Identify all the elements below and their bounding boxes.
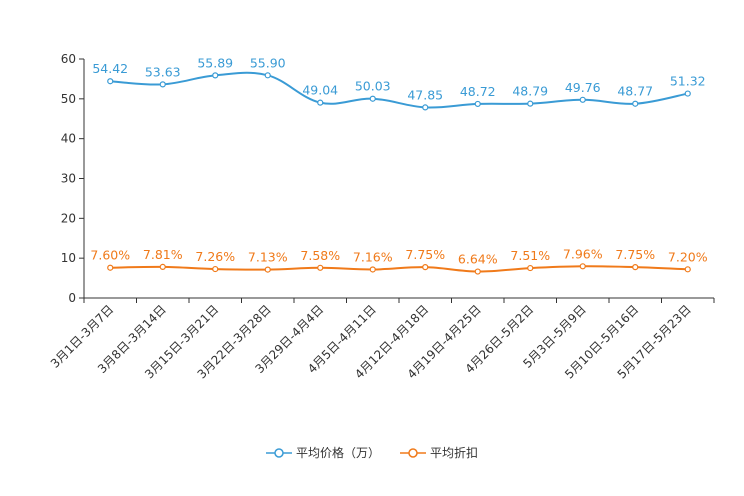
data-point-discount[interactable] xyxy=(107,264,114,271)
legend: 平均价格（万） 平均折扣 xyxy=(0,444,744,461)
data-label-price: 55.90 xyxy=(250,55,286,70)
data-point-price[interactable] xyxy=(369,95,376,102)
legend-label-price: 平均价格（万） xyxy=(295,446,380,460)
data-point-discount[interactable] xyxy=(264,266,271,273)
data-point-price[interactable] xyxy=(474,100,481,108)
data-label-price: 49.04 xyxy=(302,83,338,98)
legend-label-discount: 平均折扣 xyxy=(430,446,479,460)
legend-item-price[interactable]: 平均价格（万） xyxy=(265,444,380,461)
data-label-discount: 7.60% xyxy=(90,248,130,263)
y-tick-label: 50 xyxy=(61,92,76,106)
data-point-discount[interactable] xyxy=(527,264,534,272)
y-tick-label: 20 xyxy=(61,211,76,225)
data-label-discount: 7.96% xyxy=(563,246,603,261)
data-label-price: 47.85 xyxy=(407,87,443,102)
data-point-discount[interactable] xyxy=(422,264,429,271)
data-point-discount[interactable] xyxy=(579,263,586,270)
series-line-discount xyxy=(110,265,688,273)
data-point-price[interactable] xyxy=(317,99,324,106)
data-point-price[interactable] xyxy=(264,72,271,79)
data-label-price: 48.72 xyxy=(460,84,496,99)
y-tick-label: 0 xyxy=(68,291,76,305)
legend-item-discount[interactable]: 平均折扣 xyxy=(400,444,478,461)
data-label-discount: 7.20% xyxy=(668,249,708,264)
data-point-price[interactable] xyxy=(579,96,586,103)
data-point-price[interactable] xyxy=(422,104,429,111)
data-label-price: 55.89 xyxy=(197,55,233,70)
data-label-price: 54.42 xyxy=(92,61,128,76)
data-point-discount[interactable] xyxy=(684,266,691,273)
data-point-discount[interactable] xyxy=(632,264,639,271)
data-point-price[interactable] xyxy=(527,100,534,107)
data-label-price: 50.03 xyxy=(355,79,391,94)
series-line-price xyxy=(110,71,688,109)
data-point-discount[interactable] xyxy=(159,263,166,270)
data-label-discount: 7.16% xyxy=(353,249,393,264)
line-chart: 01020304050603月1日-3月7日3月8日-3月14日3月15日-3月… xyxy=(48,52,715,382)
data-label-discount: 6.64% xyxy=(458,252,498,267)
data-label-discount: 7.58% xyxy=(300,248,340,263)
data-point-discount[interactable] xyxy=(474,268,481,275)
data-label-discount: 7.26% xyxy=(195,249,235,264)
data-point-discount[interactable] xyxy=(212,265,219,273)
y-tick-label: 10 xyxy=(61,251,76,265)
data-point-price[interactable] xyxy=(684,90,691,97)
y-tick-label: 60 xyxy=(61,52,76,66)
data-label-price: 48.79 xyxy=(512,84,548,99)
data-label-discount: 7.81% xyxy=(143,247,183,262)
legend-marker-discount xyxy=(400,447,426,458)
data-label-price: 53.63 xyxy=(145,64,181,79)
data-point-price[interactable] xyxy=(107,78,114,85)
data-label-discount: 7.51% xyxy=(510,248,550,263)
data-point-discount[interactable] xyxy=(317,264,324,271)
data-label-price: 49.76 xyxy=(565,80,601,95)
legend-marker-price xyxy=(265,447,292,458)
data-label-price: 51.32 xyxy=(670,74,706,89)
data-point-discount[interactable] xyxy=(369,266,376,273)
data-point-price[interactable] xyxy=(159,81,166,88)
y-tick-label: 40 xyxy=(61,132,76,146)
data-label-price: 48.77 xyxy=(617,84,653,99)
data-label-discount: 7.75% xyxy=(615,247,655,262)
y-tick-label: 30 xyxy=(61,172,76,186)
data-point-price[interactable] xyxy=(212,72,219,79)
data-point-price[interactable] xyxy=(632,100,639,107)
data-label-discount: 7.75% xyxy=(405,247,445,262)
data-label-discount: 7.13% xyxy=(248,250,288,265)
